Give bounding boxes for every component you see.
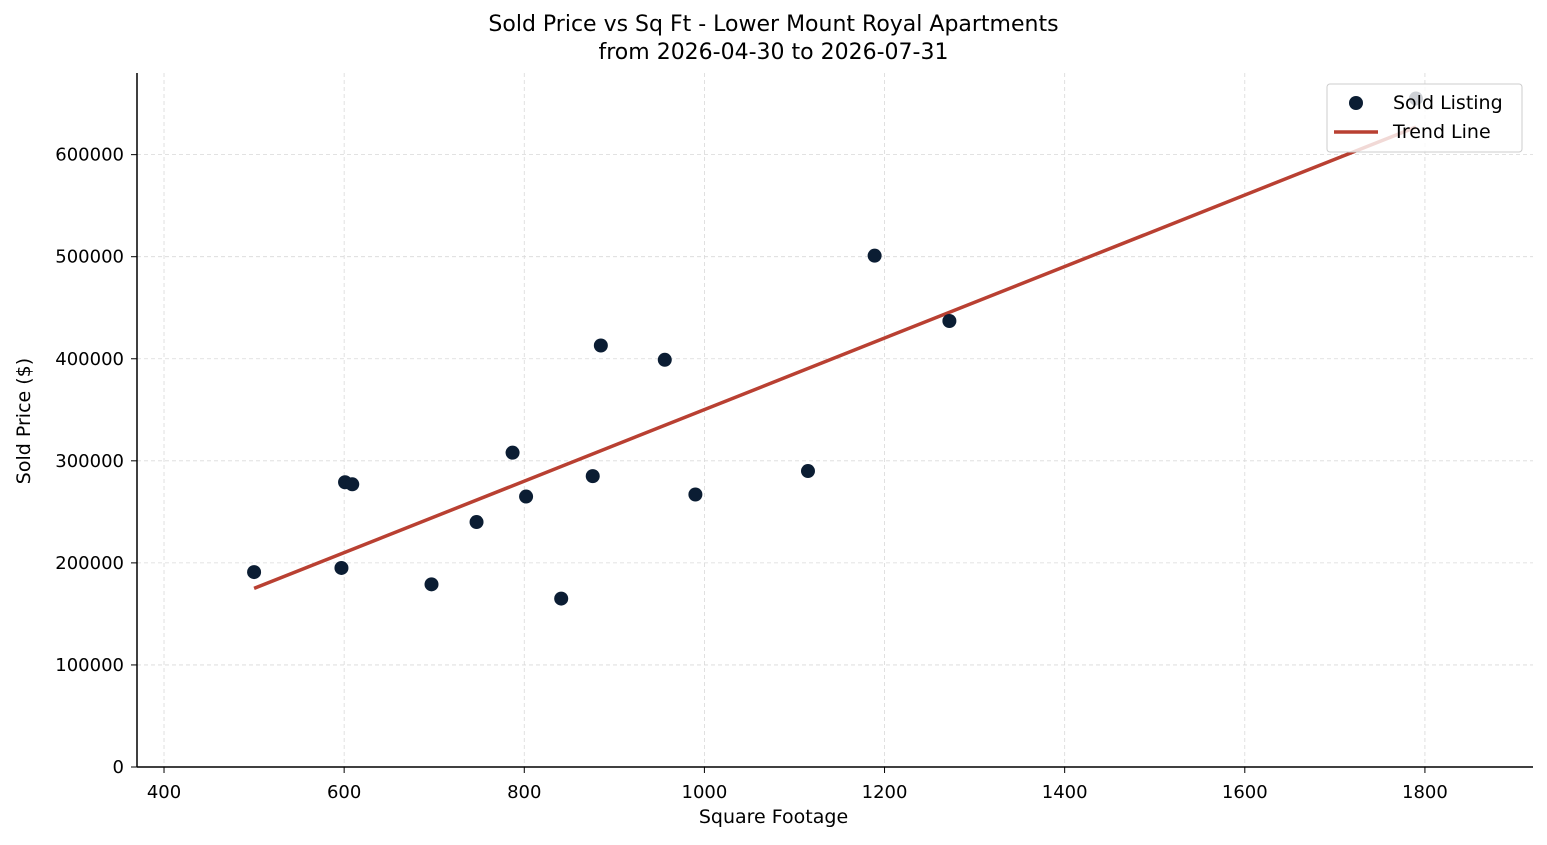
scatter-points [247, 91, 1423, 606]
scatter-point [800, 464, 815, 479]
scatter-point [505, 445, 520, 460]
scatter-point [519, 489, 534, 504]
x-tick-label: 1800 [1402, 782, 1448, 803]
trend-line [253, 125, 1417, 591]
scatter-point [867, 248, 882, 263]
scatter-point [424, 577, 439, 592]
scatter-point [688, 487, 703, 502]
x-tick-label: 800 [507, 782, 541, 803]
x-axis-label: Square Footage [698, 806, 849, 828]
x-tick-label: 400 [147, 782, 181, 803]
y-axis-label: Sold Price ($) [13, 357, 35, 485]
scatter-point [345, 477, 360, 492]
grid-lines [137, 73, 1533, 768]
y-tick-label: 100000 [55, 655, 124, 676]
x-tick-label: 1400 [1042, 782, 1088, 803]
scatter-point [469, 515, 484, 530]
scatter-point [247, 565, 262, 580]
axes [131, 73, 1533, 773]
y-tick-label: 500000 [55, 247, 124, 268]
y-tick-label: 0 [113, 757, 124, 778]
scatter-point [554, 591, 569, 606]
x-tick-label: 1000 [682, 782, 728, 803]
y-tick-label: 600000 [55, 145, 124, 166]
legend-marker-sold-listing [1349, 96, 1363, 110]
scatter-point [657, 352, 672, 367]
legend-label-trend-line: Trend Line [1392, 121, 1491, 143]
legend-label-sold-listing: Sold Listing [1393, 92, 1503, 114]
scatter-point [334, 560, 349, 575]
scatter-point [585, 469, 600, 484]
chart-title: Sold Price vs Sq Ft - Lower Mount Royal … [488, 12, 1059, 37]
scatter-point [593, 338, 608, 353]
y-tick-label: 300000 [55, 451, 124, 472]
legend-box [1326, 83, 1523, 153]
tick-labels: 400 600 800 1000 1200 1400 1600 1800 0 100000 2000… [55, 145, 1448, 803]
legend: Sold Listing Trend Line [1326, 83, 1523, 153]
trend-line-layer [253, 125, 1417, 591]
x-tick-label: 1600 [1222, 782, 1268, 803]
y-tick-label: 200000 [55, 553, 124, 574]
scatter-point [942, 314, 957, 329]
x-tick-label: 600 [327, 782, 361, 803]
y-tick-label: 400000 [55, 349, 124, 370]
chart-subtitle: from 2026-04-30 to 2026-07-31 [598, 40, 949, 65]
x-tick-label: 1200 [862, 782, 908, 803]
